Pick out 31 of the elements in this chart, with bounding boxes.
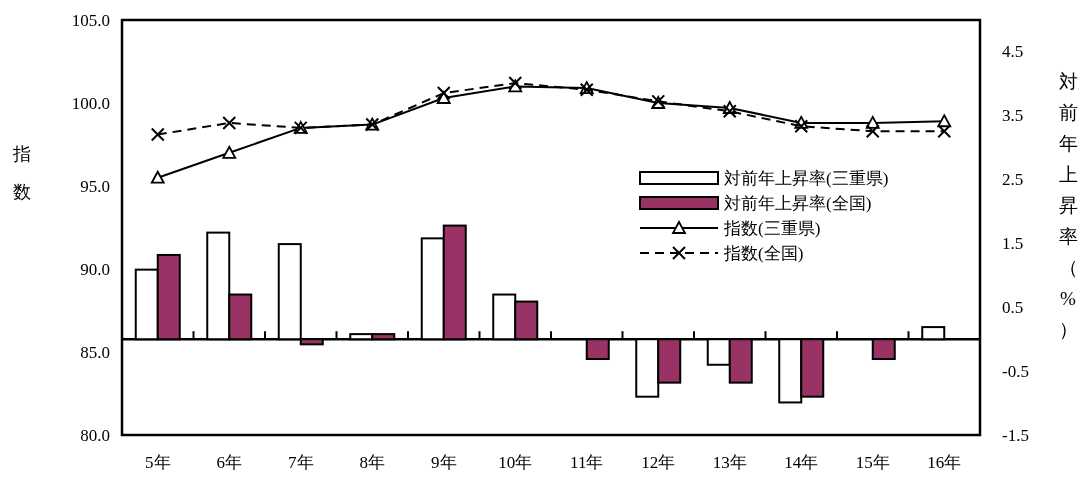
x-tick-label: 14年: [784, 453, 819, 472]
legend-label: 指数(三重県): [723, 218, 821, 238]
y2-tick-label: 2.5: [1002, 170, 1024, 190]
legend-label: 指数(全国): [723, 243, 804, 263]
x-tick-label: 10年: [498, 453, 533, 472]
y2-tick-label: 3.5: [1002, 106, 1024, 126]
y-tick-label: 90.0: [80, 259, 110, 279]
x-tick-label: 5年: [145, 453, 171, 472]
legend-label: 対前年上昇率(三重県): [724, 168, 889, 188]
y2-tick-label: -1.5: [1002, 425, 1029, 445]
x-tick-label: 16年: [927, 453, 962, 472]
x-tick-label: 11年: [570, 453, 604, 472]
x-tick-label: 12年: [641, 453, 676, 472]
y-tick-label: 105.0: [71, 10, 110, 30]
y-tick-label: 80.0: [80, 425, 110, 445]
x-tick-label: 15年: [855, 453, 890, 472]
text: 対前年上昇率（%）: [1058, 71, 1078, 340]
y-tick-label: 95.0: [80, 176, 110, 196]
x-tick-label: 7年: [288, 453, 314, 472]
legend-label: 対前年上昇率(全国): [724, 193, 872, 213]
y2-tick-label: -0.5: [1002, 361, 1029, 381]
y-axis-title: 指数: [12, 144, 31, 202]
y-tick-label: 100.0: [71, 93, 110, 113]
y2-tick-label: 0.5: [1002, 297, 1024, 317]
y2-tick-label: 1.5: [1002, 233, 1024, 253]
x-tick-label: 13年: [712, 453, 747, 472]
x-tick-label: 8年: [359, 453, 385, 472]
x-tick-label: 9年: [431, 453, 457, 472]
y-tick-label: 85.0: [80, 342, 110, 362]
y2-tick-label: 4.5: [1002, 42, 1024, 62]
x-tick-label: 6年: [216, 453, 242, 472]
